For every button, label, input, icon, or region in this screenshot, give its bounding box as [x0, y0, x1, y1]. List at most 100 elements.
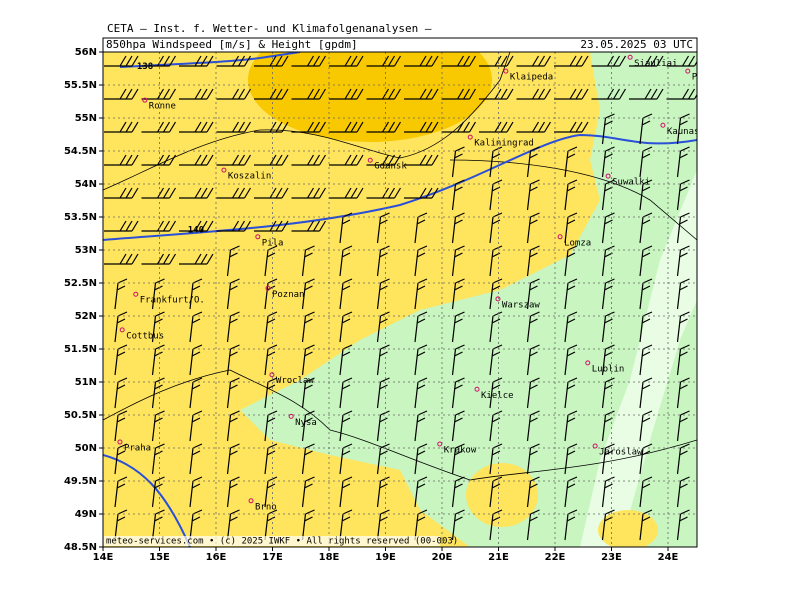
- wind-barb: [591, 55, 627, 67]
- wind-barb: [526, 311, 540, 343]
- wind-barb: [104, 154, 139, 166]
- wind-barb: [339, 476, 353, 508]
- wind-barb: [404, 121, 439, 133]
- wind-barb: [414, 377, 428, 409]
- lat-tick-label: 52.5N: [64, 278, 97, 289]
- lat-tick-label: 51N: [75, 377, 97, 388]
- lon-tick-label: 14E: [93, 552, 114, 563]
- city-label: Klaipeda: [510, 73, 553, 83]
- city-label: Warszaw: [502, 300, 541, 310]
- wind-barb: [489, 377, 503, 409]
- wind-barb: [676, 476, 690, 508]
- wind-barb: [676, 212, 690, 244]
- wind-barb: [114, 410, 128, 442]
- wind-barb: [489, 212, 503, 244]
- wind-barb: [601, 146, 615, 178]
- wind-barb: [216, 220, 252, 232]
- wind-barb: [376, 212, 390, 244]
- city-marker: [592, 443, 598, 449]
- wind-barb: [404, 154, 439, 166]
- wind-barb: [404, 187, 439, 199]
- wind-barb: [526, 377, 540, 409]
- wind-barb: [639, 377, 653, 409]
- wind-barb: [329, 121, 364, 133]
- wind-barb: [414, 410, 428, 442]
- wind-barb: [564, 146, 578, 178]
- city-marker: [557, 234, 563, 240]
- wind-barb: [301, 443, 315, 475]
- wind-barb: [676, 278, 690, 310]
- wind-barb: [301, 509, 315, 541]
- wind-barb: [414, 311, 428, 343]
- wind-barb: [226, 245, 240, 277]
- wind-barb: [114, 509, 128, 541]
- wind-barb: [451, 146, 465, 178]
- wind-barb: [639, 278, 653, 310]
- wind-zone-yellow: [598, 510, 658, 547]
- lat-tick-label: 53N: [75, 245, 97, 256]
- wind-barb: [179, 88, 214, 100]
- city-marker: [474, 386, 480, 392]
- wind-barb: [629, 88, 664, 100]
- lat-tick-label: 48.5N: [64, 542, 97, 553]
- wind-barb: [376, 377, 390, 409]
- wind-barb: [104, 121, 139, 133]
- wind-barb: [254, 154, 289, 166]
- wind-barb: [414, 344, 428, 376]
- wind-barb: [639, 212, 653, 244]
- city-marker: [660, 122, 666, 128]
- lat-tick-label: 50.5N: [64, 410, 97, 421]
- wind-barb: [216, 187, 252, 199]
- wind-barb: [489, 311, 503, 343]
- wind-barb: [366, 187, 402, 199]
- lat-tick-label: 56N: [75, 47, 97, 58]
- wind-barb: [414, 245, 428, 277]
- wind-barb: [301, 377, 315, 409]
- wind-barb: [564, 509, 578, 541]
- wind-barb: [554, 121, 589, 133]
- wind-barb: [151, 443, 165, 475]
- wind-barb: [451, 377, 465, 409]
- wind-barb: [639, 443, 653, 475]
- wind-barb: [179, 55, 214, 67]
- wind-barb: [189, 443, 203, 475]
- wind-barb: [676, 509, 690, 541]
- wind-barb: [291, 55, 327, 67]
- wind-barb: [564, 278, 578, 310]
- lat-tick-label: 54.5N: [64, 146, 97, 157]
- city-label: Ronne: [149, 102, 176, 112]
- wind-barb: [216, 88, 252, 100]
- wind-barb: [676, 443, 690, 475]
- wind-zone-orange: [248, 52, 492, 142]
- wind-barb: [526, 212, 540, 244]
- city-marker: [437, 441, 443, 447]
- wind-barb: [301, 410, 315, 442]
- wind-barb: [291, 220, 327, 232]
- wind-barb: [676, 179, 690, 211]
- wind-barb: [216, 154, 252, 166]
- wind-barb: [376, 278, 390, 310]
- wind-barb: [301, 245, 315, 277]
- wind-barb: [516, 88, 552, 100]
- wind-barb: [441, 55, 477, 67]
- wind-barb: [639, 344, 653, 376]
- wind-barb: [639, 410, 653, 442]
- wind-barb: [141, 88, 177, 100]
- wind-barb: [104, 187, 139, 199]
- lon-tick-label: 20E: [432, 552, 453, 563]
- wind-barb: [114, 278, 128, 310]
- wind-barb: [666, 55, 697, 67]
- wind-barb: [179, 121, 214, 133]
- wind-barb: [151, 410, 165, 442]
- city-marker: [142, 97, 148, 103]
- wind-barb: [179, 253, 214, 265]
- wind-barb: [564, 344, 578, 376]
- lon-tick-label: 15E: [149, 552, 170, 563]
- wind-barb: [601, 278, 615, 310]
- wind-barb: [104, 253, 139, 265]
- city-marker: [605, 173, 611, 179]
- wind-barb: [639, 146, 653, 178]
- wind-barb: [226, 377, 240, 409]
- city-label: Kaliningrad: [474, 139, 534, 149]
- wind-barb: [639, 113, 653, 145]
